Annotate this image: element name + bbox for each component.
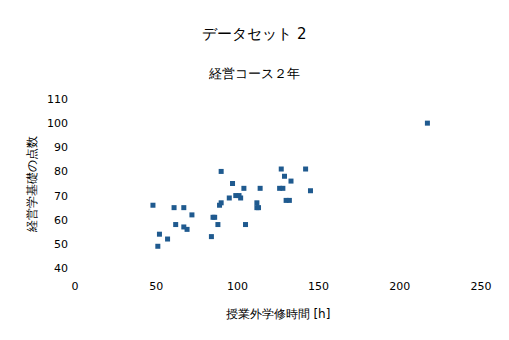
point xyxy=(230,181,235,186)
y-tick-label: 60 xyxy=(54,214,68,227)
x-tick-label: 0 xyxy=(72,280,79,293)
point xyxy=(288,179,293,184)
x-tick-label: 50 xyxy=(149,280,163,293)
chart: データセット 2 経営コース２年 40 50 60 70 80 90 100 110 0 50 100 1… xyxy=(0,0,509,340)
y-tick xyxy=(72,219,75,220)
point xyxy=(425,121,430,126)
x-tick-label: 200 xyxy=(389,280,410,293)
y-tick-label: 80 xyxy=(54,165,68,178)
point xyxy=(227,195,232,200)
x-tick xyxy=(399,268,400,271)
point xyxy=(155,244,160,249)
y-tick xyxy=(72,243,75,244)
x-tick-label: 250 xyxy=(471,280,492,293)
x-axis-label: 授業外学修時間 [h] xyxy=(226,307,331,321)
y-tick-label: 110 xyxy=(47,93,68,106)
point xyxy=(238,195,243,200)
y-axis-label: 経営学基礎の点数 xyxy=(25,136,39,233)
title: データセット 2 xyxy=(202,25,306,43)
point xyxy=(189,212,194,217)
point xyxy=(173,222,178,227)
point xyxy=(209,234,214,239)
point xyxy=(212,215,217,220)
y-tick xyxy=(72,99,75,100)
y-tick xyxy=(72,171,75,172)
point xyxy=(241,186,246,191)
x-tick xyxy=(237,268,238,271)
y-tick-label: 70 xyxy=(54,190,68,203)
x-tick xyxy=(318,268,319,271)
point xyxy=(219,169,224,174)
point xyxy=(308,188,313,193)
y-tick-label: 100 xyxy=(47,117,68,130)
point xyxy=(219,200,224,205)
point xyxy=(215,222,220,227)
y-tick-label: 50 xyxy=(54,238,68,251)
point xyxy=(243,222,248,227)
point xyxy=(165,237,170,242)
points xyxy=(150,121,429,249)
x-tick xyxy=(75,268,76,271)
x-tick xyxy=(156,268,157,271)
x-tick-label: 100 xyxy=(227,280,248,293)
point xyxy=(254,200,259,205)
point xyxy=(279,167,284,172)
y-tick xyxy=(72,147,75,148)
y-tick-label: 40 xyxy=(54,262,68,275)
subtitle: 経営コース２年 xyxy=(208,66,300,81)
point xyxy=(150,203,155,208)
point xyxy=(303,167,308,172)
point xyxy=(280,186,285,191)
point xyxy=(256,205,261,210)
y-tick xyxy=(72,195,75,196)
point xyxy=(258,186,263,191)
x-tick-label: 150 xyxy=(308,280,329,293)
point xyxy=(157,232,162,237)
point xyxy=(185,227,190,232)
point xyxy=(282,174,287,179)
point xyxy=(287,198,292,203)
point xyxy=(181,205,186,210)
y-tick-label: 90 xyxy=(54,141,68,154)
x-tick xyxy=(481,268,482,271)
y-tick xyxy=(72,123,75,124)
point xyxy=(172,205,177,210)
